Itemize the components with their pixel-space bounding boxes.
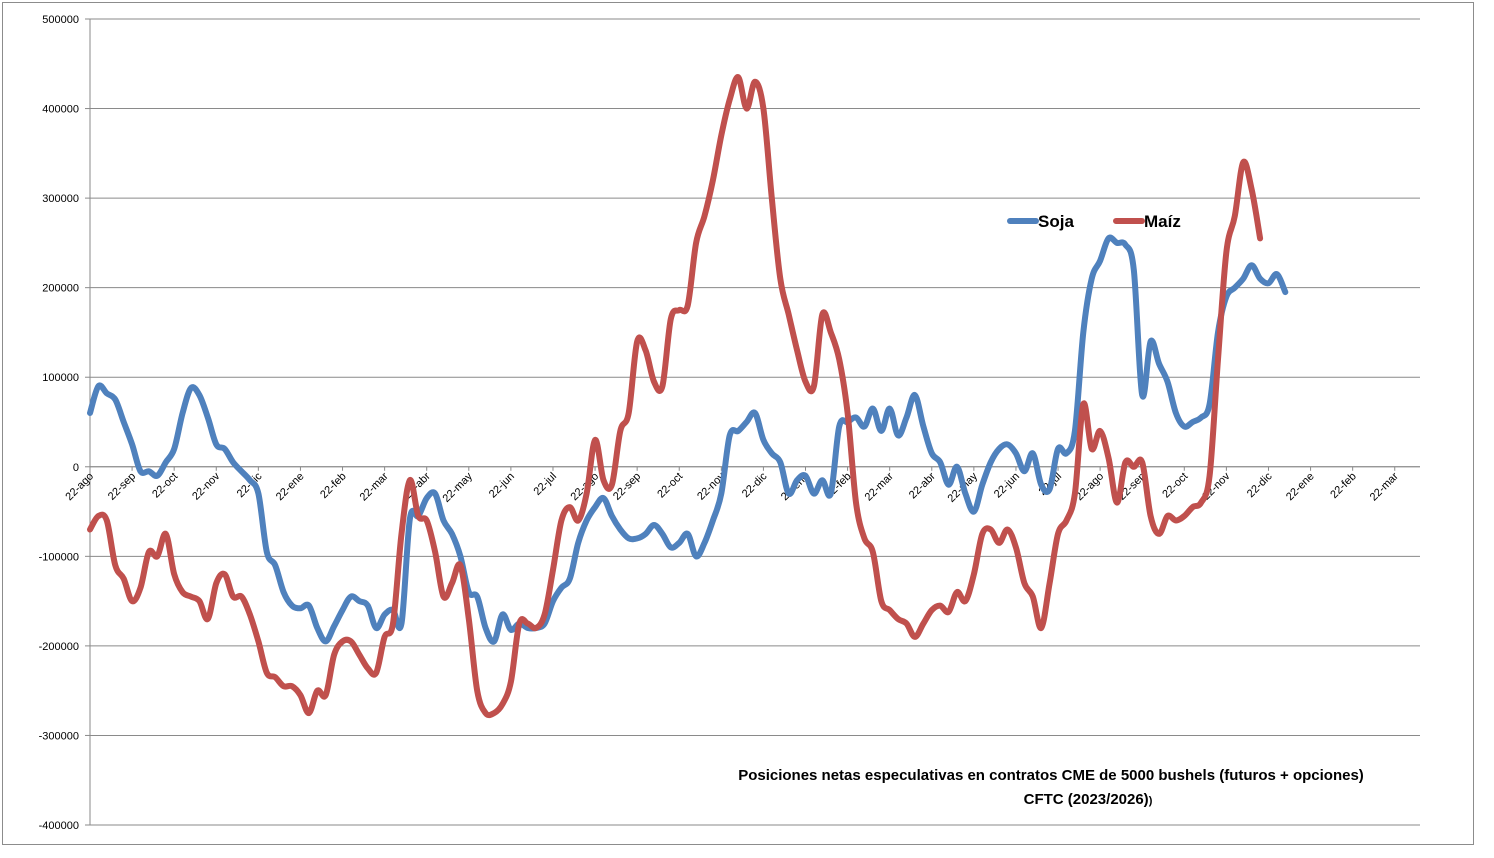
x-tick-label: 22-mar xyxy=(358,470,391,503)
legend-label-soja: Soja xyxy=(1038,212,1074,231)
x-tick-label: 22-jun xyxy=(487,470,517,500)
x-tick-label: 22-feb xyxy=(318,470,349,501)
x-tick-label: 22-dic xyxy=(1245,470,1275,500)
chart-subtitle-suffix: ) xyxy=(1149,795,1153,807)
legend-label-maiz: Maíz xyxy=(1144,212,1181,231)
y-tick-label: 0 xyxy=(73,462,79,474)
series-lines xyxy=(87,74,1289,719)
chart-subtitle: CFTC (2023/2026)) xyxy=(1024,791,1153,808)
chart-subtitle-text: CFTC (2023/2026) xyxy=(1024,791,1149,808)
x-tick-label: 22-ene xyxy=(1284,470,1317,503)
y-tick-label: 200000 xyxy=(42,283,79,295)
chart-frame xyxy=(2,2,1474,845)
x-tick-label: 22-sep xyxy=(106,470,138,502)
x-tick-label: 22-jul xyxy=(532,470,560,498)
gridlines xyxy=(89,18,1420,826)
y-tick-label: -200000 xyxy=(39,641,79,653)
y-tick-label: 300000 xyxy=(42,193,79,205)
x-tick-label: 22-mar xyxy=(863,470,896,503)
y-tick-label: -300000 xyxy=(39,730,79,742)
chart-title: Posiciones netas especulativas en contra… xyxy=(738,767,1364,784)
x-tick-label: 22-ene xyxy=(274,470,307,503)
y-tick-label: -100000 xyxy=(39,551,79,563)
y-axis-ticks: 500000 400000 300000 200000 100000 0 -100000 -2… xyxy=(39,14,90,832)
y-tick-label: 500000 xyxy=(42,14,79,26)
x-tick-label: 22-ago xyxy=(63,470,96,503)
x-tick-label: 22-feb xyxy=(1328,470,1359,501)
y-tick-label: 100000 xyxy=(42,372,79,384)
x-tick-label: 22-dic xyxy=(740,470,770,500)
x-tick-label: 22-may xyxy=(440,470,475,505)
series-line-soja xyxy=(87,234,1289,645)
x-tick-label: 22-oct xyxy=(1160,470,1190,500)
y-tick-label: -400000 xyxy=(39,820,79,832)
x-tick-label: 22-nov xyxy=(190,470,223,503)
y-tick-label: 400000 xyxy=(42,104,79,116)
legend: Soja Maíz xyxy=(1007,212,1181,231)
series-line-maiz xyxy=(87,74,1264,719)
x-tick-label: 22-abr xyxy=(907,470,938,501)
x-tick-label: 22-jun xyxy=(992,470,1022,500)
x-tick-label: 22-mar xyxy=(1368,470,1401,503)
x-tick-label: 22-oct xyxy=(655,470,685,500)
